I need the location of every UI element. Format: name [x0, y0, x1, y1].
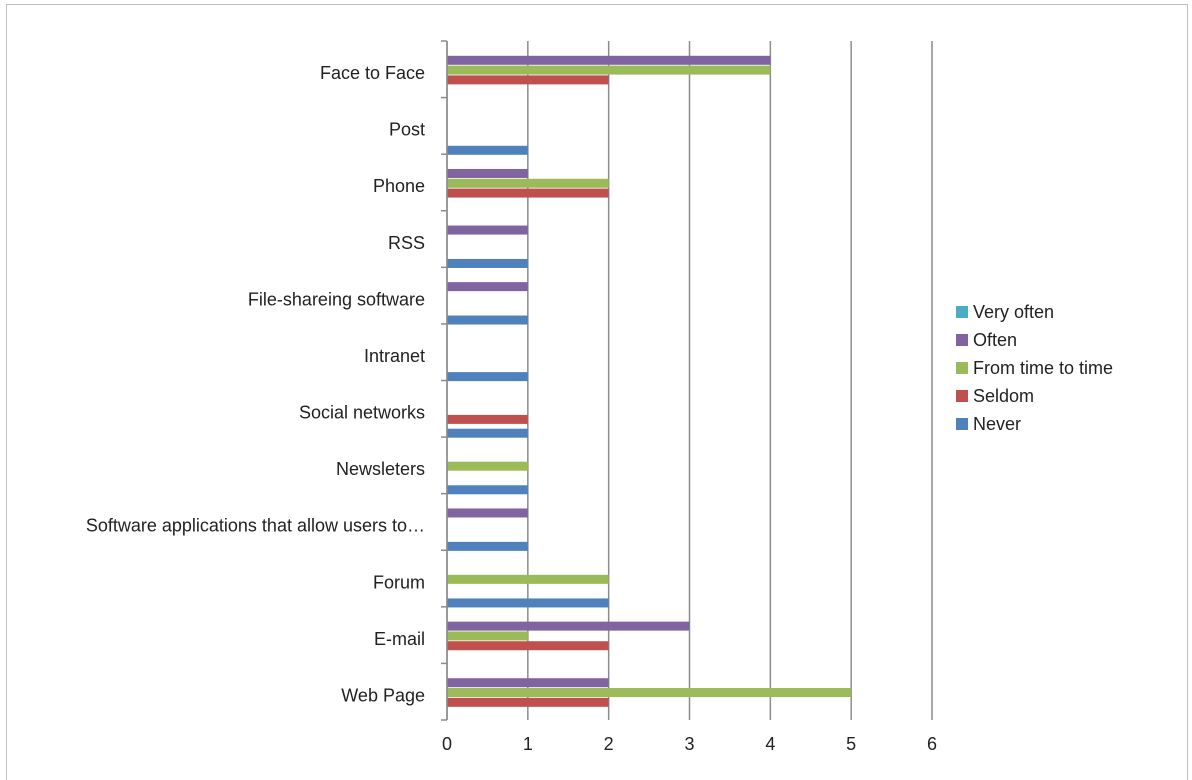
bar-from-time-to-time	[447, 65, 771, 75]
bar-from-time-to-time	[447, 688, 852, 698]
legend-label: From time to time	[973, 357, 1114, 378]
bar-often	[447, 225, 528, 235]
bar-from-time-to-time	[447, 631, 528, 641]
bar-from-time-to-time	[447, 574, 609, 584]
bar-from-time-to-time	[447, 461, 528, 471]
bar-never	[447, 145, 528, 155]
legend-item: Often	[956, 326, 1186, 354]
category-label: Forum	[373, 572, 425, 592]
legend-item: Never	[956, 410, 1186, 438]
category-labels: Face to Face Post Phone RSS File-shareing so…	[86, 63, 425, 705]
x-tick-label: 3	[684, 734, 694, 754]
bar-seldom	[447, 188, 609, 198]
x-tick-label: 2	[604, 734, 614, 754]
x-tick-label: 6	[927, 734, 937, 754]
x-tick-label: 5	[846, 734, 856, 754]
legend-swatch	[956, 390, 968, 402]
bar-never	[447, 541, 528, 551]
category-label: File-shareing software	[248, 289, 425, 309]
category-label: Web Page	[341, 685, 425, 705]
bar-never	[447, 428, 528, 438]
category-label: Face to Face	[320, 63, 425, 83]
legend-label: Very often	[973, 301, 1055, 322]
bar-seldom	[447, 641, 609, 651]
category-label: Phone	[373, 176, 425, 196]
bar-never	[447, 485, 528, 495]
bar-often	[447, 508, 528, 518]
legend-item: From time to time	[956, 354, 1186, 382]
legend: Very often Often From time to time Seldom Ne…	[956, 298, 1186, 438]
bar-seldom	[447, 697, 609, 707]
bar-often	[447, 168, 528, 178]
legend-label: Often	[973, 329, 1018, 350]
category-label: E-mail	[374, 629, 425, 649]
bar-never	[447, 372, 528, 382]
legend-item: Seldom	[956, 382, 1186, 410]
bar-often	[447, 282, 528, 292]
x-tick-label: 1	[523, 734, 533, 754]
legend-swatch	[956, 306, 968, 318]
legend-swatch	[956, 418, 968, 430]
legend-item: Very often	[956, 298, 1186, 326]
category-label: RSS	[388, 233, 425, 253]
category-label: Newsleters	[336, 459, 425, 479]
legend-label: Never	[973, 413, 1022, 434]
legend-swatch	[956, 362, 968, 374]
category-label: Software applications that allow users t…	[86, 516, 425, 536]
bar-often	[447, 55, 771, 65]
bar-from-time-to-time	[447, 178, 609, 188]
chart-frame	[6, 4, 1188, 780]
x-tick-label: 4	[765, 734, 775, 754]
legend-swatch	[956, 334, 968, 346]
bar-often	[447, 621, 690, 631]
x-tick-label: 0	[442, 734, 452, 754]
axes	[441, 40, 448, 721]
bar-seldom	[447, 75, 609, 85]
bar-seldom	[447, 414, 528, 424]
bar-never	[447, 258, 528, 268]
bar-often	[447, 678, 609, 688]
x-tick-labels: 0 1 2 3 4 5 6	[442, 734, 937, 754]
category-label: Social networks	[299, 403, 425, 423]
category-label: Post	[389, 120, 425, 140]
bars	[447, 55, 852, 707]
bar-never	[447, 598, 609, 608]
bar-never	[447, 315, 528, 325]
category-label: Intranet	[364, 346, 425, 366]
legend-label: Seldom	[973, 385, 1035, 406]
